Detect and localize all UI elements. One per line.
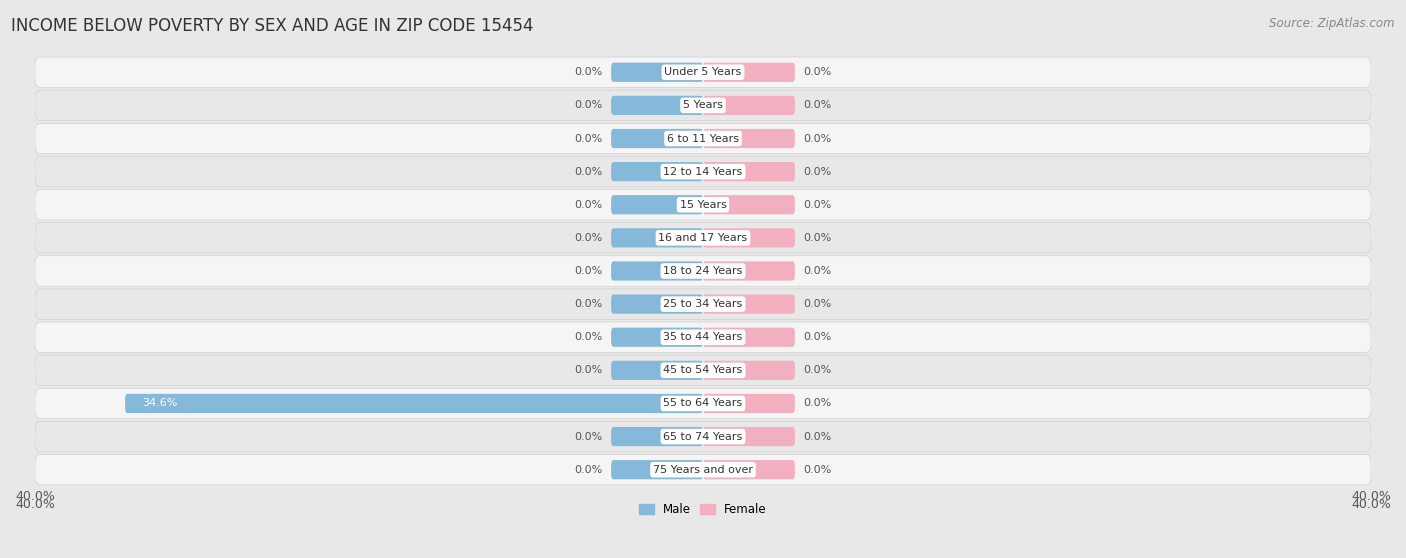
FancyBboxPatch shape	[35, 256, 1371, 286]
Text: 12 to 14 Years: 12 to 14 Years	[664, 167, 742, 177]
Text: 18 to 24 Years: 18 to 24 Years	[664, 266, 742, 276]
FancyBboxPatch shape	[612, 460, 703, 479]
Text: 0.0%: 0.0%	[803, 167, 831, 177]
FancyBboxPatch shape	[612, 328, 703, 347]
Text: 0.0%: 0.0%	[575, 266, 603, 276]
Text: 15 Years: 15 Years	[679, 200, 727, 210]
FancyBboxPatch shape	[703, 162, 794, 181]
Text: 0.0%: 0.0%	[575, 365, 603, 376]
Text: 0.0%: 0.0%	[575, 332, 603, 342]
Text: 0.0%: 0.0%	[803, 133, 831, 143]
Text: 35 to 44 Years: 35 to 44 Years	[664, 332, 742, 342]
FancyBboxPatch shape	[703, 460, 794, 479]
Text: 0.0%: 0.0%	[575, 167, 603, 177]
FancyBboxPatch shape	[703, 394, 794, 413]
Text: 34.6%: 34.6%	[142, 398, 177, 408]
FancyBboxPatch shape	[35, 90, 1371, 121]
FancyBboxPatch shape	[703, 228, 794, 247]
FancyBboxPatch shape	[612, 195, 703, 214]
Text: 0.0%: 0.0%	[803, 332, 831, 342]
FancyBboxPatch shape	[35, 57, 1371, 88]
FancyBboxPatch shape	[35, 421, 1371, 452]
Text: 0.0%: 0.0%	[803, 68, 831, 77]
Text: 65 to 74 Years: 65 to 74 Years	[664, 431, 742, 441]
Text: 0.0%: 0.0%	[803, 398, 831, 408]
FancyBboxPatch shape	[703, 328, 794, 347]
Text: 6 to 11 Years: 6 to 11 Years	[666, 133, 740, 143]
FancyBboxPatch shape	[35, 355, 1371, 386]
Text: 0.0%: 0.0%	[803, 200, 831, 210]
FancyBboxPatch shape	[612, 360, 703, 380]
FancyBboxPatch shape	[125, 394, 703, 413]
FancyBboxPatch shape	[612, 129, 703, 148]
FancyBboxPatch shape	[703, 129, 794, 148]
FancyBboxPatch shape	[612, 228, 703, 247]
Text: 25 to 34 Years: 25 to 34 Years	[664, 299, 742, 309]
Text: 0.0%: 0.0%	[803, 365, 831, 376]
Text: 75 Years and over: 75 Years and over	[652, 465, 754, 475]
Text: 5 Years: 5 Years	[683, 100, 723, 110]
Text: 0.0%: 0.0%	[575, 233, 603, 243]
FancyBboxPatch shape	[612, 427, 703, 446]
Text: 45 to 54 Years: 45 to 54 Years	[664, 365, 742, 376]
FancyBboxPatch shape	[35, 190, 1371, 220]
FancyBboxPatch shape	[612, 261, 703, 281]
FancyBboxPatch shape	[612, 295, 703, 314]
Text: 0.0%: 0.0%	[575, 200, 603, 210]
Text: 0.0%: 0.0%	[803, 431, 831, 441]
FancyBboxPatch shape	[703, 427, 794, 446]
FancyBboxPatch shape	[35, 289, 1371, 319]
FancyBboxPatch shape	[703, 96, 794, 115]
FancyBboxPatch shape	[612, 162, 703, 181]
Text: INCOME BELOW POVERTY BY SEX AND AGE IN ZIP CODE 15454: INCOME BELOW POVERTY BY SEX AND AGE IN Z…	[11, 17, 534, 35]
Text: 55 to 64 Years: 55 to 64 Years	[664, 398, 742, 408]
FancyBboxPatch shape	[35, 388, 1371, 418]
Text: 16 and 17 Years: 16 and 17 Years	[658, 233, 748, 243]
FancyBboxPatch shape	[703, 195, 794, 214]
FancyBboxPatch shape	[703, 360, 794, 380]
Text: 0.0%: 0.0%	[803, 299, 831, 309]
Text: 0.0%: 0.0%	[575, 299, 603, 309]
Text: 0.0%: 0.0%	[803, 100, 831, 110]
Text: 0.0%: 0.0%	[803, 465, 831, 475]
FancyBboxPatch shape	[35, 322, 1371, 353]
FancyBboxPatch shape	[35, 454, 1371, 485]
Text: Under 5 Years: Under 5 Years	[665, 68, 741, 77]
FancyBboxPatch shape	[35, 156, 1371, 187]
FancyBboxPatch shape	[703, 261, 794, 281]
FancyBboxPatch shape	[35, 223, 1371, 253]
FancyBboxPatch shape	[35, 123, 1371, 154]
Text: 40.0%: 40.0%	[15, 490, 55, 503]
Text: 0.0%: 0.0%	[803, 266, 831, 276]
FancyBboxPatch shape	[703, 62, 794, 82]
Text: 0.0%: 0.0%	[575, 133, 603, 143]
Text: 0.0%: 0.0%	[575, 68, 603, 77]
Text: 40.0%: 40.0%	[1351, 490, 1391, 503]
Text: 0.0%: 0.0%	[575, 100, 603, 110]
FancyBboxPatch shape	[612, 62, 703, 82]
Text: 0.0%: 0.0%	[803, 233, 831, 243]
FancyBboxPatch shape	[612, 96, 703, 115]
Legend: Male, Female: Male, Female	[634, 499, 772, 521]
Text: 0.0%: 0.0%	[575, 465, 603, 475]
FancyBboxPatch shape	[703, 295, 794, 314]
Text: 0.0%: 0.0%	[575, 431, 603, 441]
Text: Source: ZipAtlas.com: Source: ZipAtlas.com	[1270, 17, 1395, 30]
